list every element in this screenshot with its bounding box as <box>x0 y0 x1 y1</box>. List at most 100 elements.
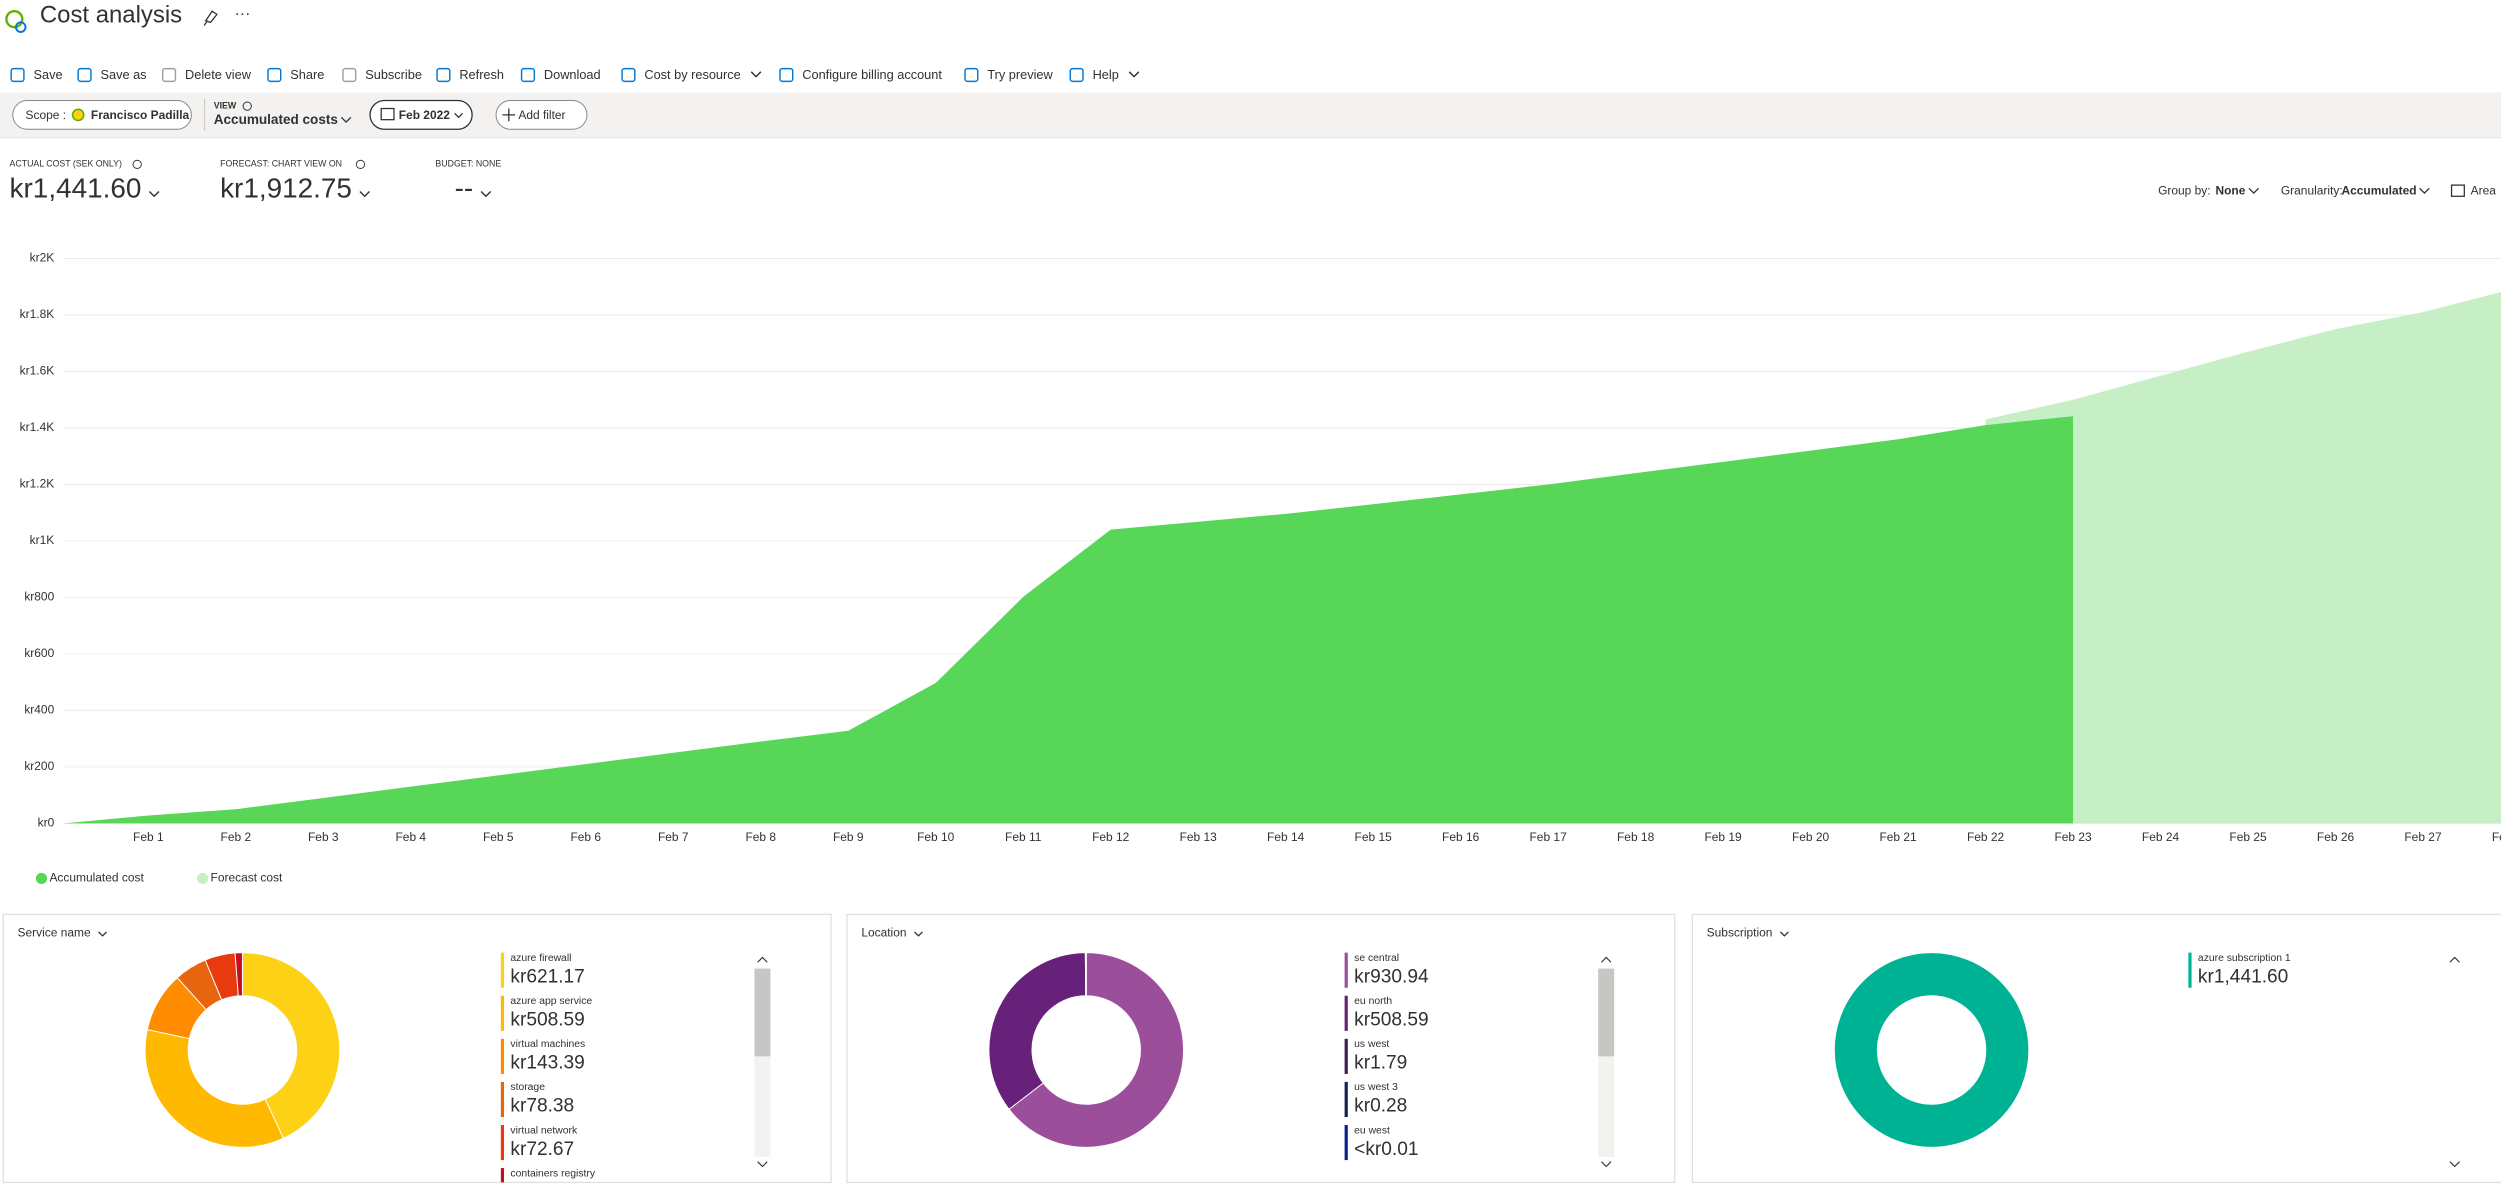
legend-name: us west <box>1354 1039 1389 1050</box>
legend-swatch <box>1345 1125 1348 1160</box>
panel <box>1692 914 2501 1182</box>
legend-value: kr1.79 <box>1354 1053 1407 1074</box>
legend-value: kr72.67 <box>510 1139 574 1160</box>
legend-name: virtual machines <box>510 1039 585 1050</box>
y-tick-label: kr1.8K <box>20 307 55 321</box>
toolbar-icon <box>437 69 450 82</box>
toolbar-button: Subscribe <box>365 67 422 82</box>
chevron <box>481 191 491 196</box>
panel-title[interactable]: Subscription <box>1707 926 1773 940</box>
toolbar-button[interactable]: Configure billing account <box>802 67 942 82</box>
toolbar-button[interactable]: Save <box>33 67 62 82</box>
kpi-label: FORECAST: CHART VIEW ON <box>220 159 342 169</box>
legend-swatch <box>501 1168 504 1192</box>
legend-name: azure subscription 1 <box>2198 953 2291 964</box>
view-label: VIEW <box>214 100 237 110</box>
period-value: Feb 2022 <box>399 108 451 122</box>
legend-swatch <box>1345 1082 1348 1117</box>
y-tick-label: kr600 <box>24 646 54 660</box>
toolbar-icon <box>78 69 91 82</box>
legend-value: kr143.39 <box>510 1053 584 1074</box>
x-tick-label: Feb 7 <box>658 830 689 844</box>
group-by-label: Group by: <box>2158 184 2210 198</box>
pin-button[interactable] <box>204 11 217 25</box>
toolbar-icon <box>622 69 635 82</box>
info-icon <box>133 160 141 168</box>
y-tick-label: kr400 <box>24 703 54 717</box>
chevron <box>1129 72 1139 77</box>
scroll-thumb <box>1598 969 1614 1057</box>
legend-name: containers registry <box>510 1168 595 1179</box>
legend-value: kr0.28 <box>1354 1096 1407 1117</box>
y-tick-label: kr1K <box>30 533 55 547</box>
x-tick-label: Feb 27 <box>2404 830 2442 844</box>
legend-swatch <box>501 1039 504 1074</box>
legend-name: virtual network <box>510 1125 578 1136</box>
legend-swatch <box>501 1125 504 1160</box>
toolbar-icon <box>1070 69 1083 82</box>
kpi-value: -- <box>455 172 474 203</box>
toolbar-button[interactable]: Download <box>544 67 601 82</box>
legend-value: kr508.59 <box>510 1010 584 1031</box>
legend-value: kr1,441.60 <box>2198 966 2288 987</box>
y-tick-label: kr0 <box>38 816 55 830</box>
legend-value: kr930.94 <box>1354 966 1429 987</box>
scope-label: Scope : <box>26 108 67 122</box>
chart-view-value[interactable]: Area <box>2471 184 2497 198</box>
legend-swatch <box>501 953 504 988</box>
y-tick-label: kr1.2K <box>20 477 55 491</box>
y-tick-label: kr2K <box>30 251 55 265</box>
panel <box>3 914 831 1182</box>
chevron <box>2420 188 2430 193</box>
x-tick-label: Feb 16 <box>1442 830 1480 844</box>
x-tick-label: Feb 22 <box>1967 830 2005 844</box>
filter-bar-border <box>0 137 2501 138</box>
toolbar-button[interactable]: Save as <box>100 67 146 82</box>
granularity-label: Granularity: <box>2281 184 2343 198</box>
granularity-value[interactable]: Accumulated <box>2341 184 2416 198</box>
legend-name: eu west <box>1354 1125 1390 1136</box>
y-tick-label: kr200 <box>24 759 54 773</box>
chevron <box>149 191 159 196</box>
toolbar-button[interactable]: Try preview <box>987 67 1053 82</box>
toolbar-button[interactable]: Help <box>1093 67 1119 82</box>
panel-title[interactable]: Location <box>861 926 906 940</box>
x-tick-label: Feb 26 <box>2317 830 2355 844</box>
more-button[interactable]: ··· <box>234 6 250 23</box>
y-tick-label: kr800 <box>24 590 54 604</box>
toolbar-button[interactable]: Cost by resource <box>644 67 740 82</box>
legend-value: kr78.38 <box>510 1096 574 1117</box>
scope-icon <box>73 109 84 120</box>
page-title: Cost analysis <box>40 1 182 28</box>
toolbar-icon <box>780 69 793 82</box>
legend-name: us west 3 <box>1354 1082 1398 1093</box>
x-tick-label: Feb 8 <box>745 830 776 844</box>
toolbar-icon <box>268 69 281 82</box>
area-series <box>64 416 2073 823</box>
view-value[interactable]: Accumulated costs <box>214 112 338 127</box>
kpi-value: kr1,912.75 <box>220 172 352 203</box>
toolbar-icon <box>163 69 176 82</box>
toolbar-button[interactable]: Refresh <box>459 67 504 82</box>
x-tick-label: Feb 19 <box>1705 830 1743 844</box>
toolbar-icon <box>11 69 24 82</box>
group-by-value[interactable]: None <box>2215 184 2245 198</box>
kpi-label: ACTUAL COST (SEK ONLY) <box>10 159 122 169</box>
chevron <box>751 72 761 77</box>
separator <box>204 99 205 131</box>
scroll-thumb <box>754 969 770 1057</box>
x-tick-label: Feb 25 <box>2229 830 2267 844</box>
toolbar-button: Delete view <box>185 67 252 82</box>
kpi-label: BUDGET: NONE <box>435 159 501 169</box>
panel-title[interactable]: Service name <box>18 926 91 940</box>
toolbar-icon <box>522 69 535 82</box>
x-tick-label: Feb 12 <box>1092 830 1130 844</box>
legend-value: kr508.59 <box>1354 1010 1428 1031</box>
legend-swatch <box>2188 953 2191 988</box>
x-tick-label: Feb 13 <box>1180 830 1218 844</box>
legend-swatch <box>1345 953 1348 988</box>
toolbar-button[interactable]: Share <box>290 67 324 82</box>
app-icon <box>6 11 22 27</box>
